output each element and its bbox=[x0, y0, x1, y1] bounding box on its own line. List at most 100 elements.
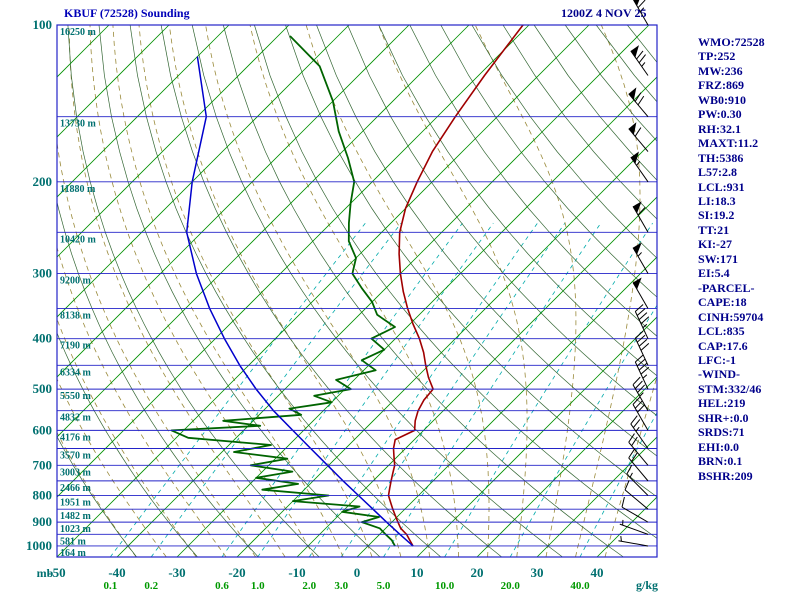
wind-barb bbox=[628, 448, 649, 482]
height-label: 13730 m bbox=[60, 119, 97, 130]
pressure-label: 1000 bbox=[26, 538, 52, 553]
stat-line: -PARCEL- bbox=[698, 280, 755, 295]
wind-barb bbox=[624, 480, 649, 510]
wind-barb bbox=[632, 242, 649, 274]
stat-line: SHR+:0.0 bbox=[698, 410, 749, 425]
temperature-tick-label: 0 bbox=[354, 565, 361, 580]
isobars bbox=[57, 24, 657, 547]
stat-line: HEL:219 bbox=[698, 396, 746, 411]
pressure-label: 400 bbox=[33, 331, 53, 346]
wind-barb bbox=[630, 415, 649, 449]
wind-barb bbox=[634, 330, 650, 366]
stat-line: SI:19.2 bbox=[698, 208, 735, 223]
mixing-unit-label: g/kg bbox=[636, 578, 658, 592]
stat-line: MW:236 bbox=[698, 63, 743, 78]
pressure-label: 700 bbox=[33, 457, 53, 472]
pressure-unit-label: mb bbox=[37, 566, 54, 580]
temperature-tick-label: 20 bbox=[471, 565, 484, 580]
stat-line: LFC:-1 bbox=[698, 352, 736, 367]
mixing-ratio-label: 1.0 bbox=[251, 580, 265, 592]
plot-area bbox=[57, 25, 657, 557]
mixing-ratio-label: 10.0 bbox=[435, 580, 455, 592]
stat-line: CAPE:18 bbox=[698, 295, 747, 310]
height-label: 5550 m bbox=[60, 391, 92, 402]
mixing-ratio-label: 20.0 bbox=[501, 580, 521, 592]
mixing-ratio-label: 5.0 bbox=[377, 580, 391, 592]
stat-line: CINH:59704 bbox=[698, 309, 764, 324]
mixing-ratio-label: 40.0 bbox=[570, 580, 590, 592]
height-label: 3570 m bbox=[60, 450, 92, 461]
stat-line: L57:2.8 bbox=[698, 165, 737, 180]
height-label: 3003 m bbox=[60, 467, 92, 478]
stat-line: EI:5.4 bbox=[698, 266, 730, 281]
wind-barb bbox=[621, 496, 649, 523]
wind-barb bbox=[632, 0, 649, 26]
pressure-label: 500 bbox=[33, 381, 53, 396]
height-label: 4832 m bbox=[60, 413, 92, 424]
stat-line: WMO:72528 bbox=[698, 35, 765, 49]
wind-barb bbox=[618, 536, 649, 547]
pressure-label: 900 bbox=[33, 514, 53, 529]
stats-panel: WMO:72528 TP:252 MW:236 FRZ:869 WB0:910 PW:0.… bbox=[698, 35, 765, 483]
wind-barb bbox=[626, 464, 649, 496]
stat-line: BRN:0.1 bbox=[698, 454, 743, 469]
stat-line: KI:-27 bbox=[698, 237, 732, 252]
mixing-ratio-label: 2.0 bbox=[302, 580, 316, 592]
wind-barb bbox=[630, 45, 649, 76]
stat-line: CAP:17.6 bbox=[698, 338, 748, 353]
height-label: 1023 m bbox=[60, 524, 92, 535]
temperature-tick-label: -20 bbox=[228, 565, 245, 580]
mixing-ratio-label: 3.0 bbox=[334, 580, 348, 592]
stat-line: EHI:0.0 bbox=[698, 439, 740, 454]
pressure-label: 600 bbox=[33, 422, 53, 437]
stat-line: LI:18.3 bbox=[698, 193, 736, 208]
station-title: KBUF (72528) Sounding bbox=[64, 6, 190, 20]
height-label: 7190 m bbox=[60, 341, 92, 352]
height-label: 4176 m bbox=[60, 432, 92, 443]
stat-line: TP:252 bbox=[698, 49, 736, 64]
height-label: 1482 m bbox=[60, 511, 92, 522]
height-label: 1951 m bbox=[60, 497, 92, 508]
wind-barb bbox=[632, 376, 649, 411]
height-label: 6334 m bbox=[60, 367, 92, 378]
temperature-tick-label: 40 bbox=[591, 565, 604, 580]
height-label: 11880 m bbox=[60, 184, 96, 195]
stat-line: TT:21 bbox=[698, 222, 730, 237]
mixing-ratio-lines bbox=[109, 222, 657, 557]
pressure-label: 100 bbox=[33, 17, 53, 32]
stat-line: LCL:931 bbox=[698, 179, 745, 194]
profiles bbox=[170, 25, 524, 547]
wind-barb bbox=[630, 151, 649, 183]
temperature-tick-label: -50 bbox=[48, 565, 65, 580]
stat-line: TH:5386 bbox=[698, 150, 744, 165]
wind-barb bbox=[634, 354, 650, 390]
mixing-ratio-label: 0.2 bbox=[144, 580, 158, 592]
wind-barb bbox=[632, 277, 649, 309]
temperature-tick-label: -40 bbox=[108, 565, 125, 580]
wind-barb bbox=[628, 122, 649, 152]
stat-line: SW:171 bbox=[698, 251, 739, 266]
stat-line: LCL:835 bbox=[698, 324, 745, 339]
stat-line: STM:332/46 bbox=[698, 381, 762, 396]
mixing-ratio-label: 0.6 bbox=[215, 580, 229, 592]
height-label: 10420 m bbox=[60, 234, 97, 245]
height-label: 9200 m bbox=[60, 276, 92, 287]
temperature-tick-label: -30 bbox=[168, 565, 185, 580]
temperature-tick-label: 10 bbox=[411, 565, 424, 580]
mixing-ratio-label: 0.1 bbox=[103, 580, 117, 592]
temperature-tick-label: -10 bbox=[288, 565, 305, 580]
wind-barb bbox=[628, 87, 649, 118]
parcel-trace bbox=[185, 56, 414, 547]
pressure-label: 200 bbox=[33, 174, 53, 189]
stat-line: WB0:910 bbox=[698, 92, 746, 107]
wind-barb bbox=[628, 433, 649, 466]
wind-barb bbox=[619, 519, 649, 535]
pressure-label: 300 bbox=[33, 266, 53, 281]
stat-line: BSHR:209 bbox=[698, 468, 753, 483]
dewpoint-trace bbox=[170, 35, 396, 547]
datetime-label: 1200Z 4 NOV 25 bbox=[561, 6, 647, 20]
stat-line: -WIND- bbox=[698, 367, 740, 382]
wind-barb bbox=[632, 396, 649, 431]
